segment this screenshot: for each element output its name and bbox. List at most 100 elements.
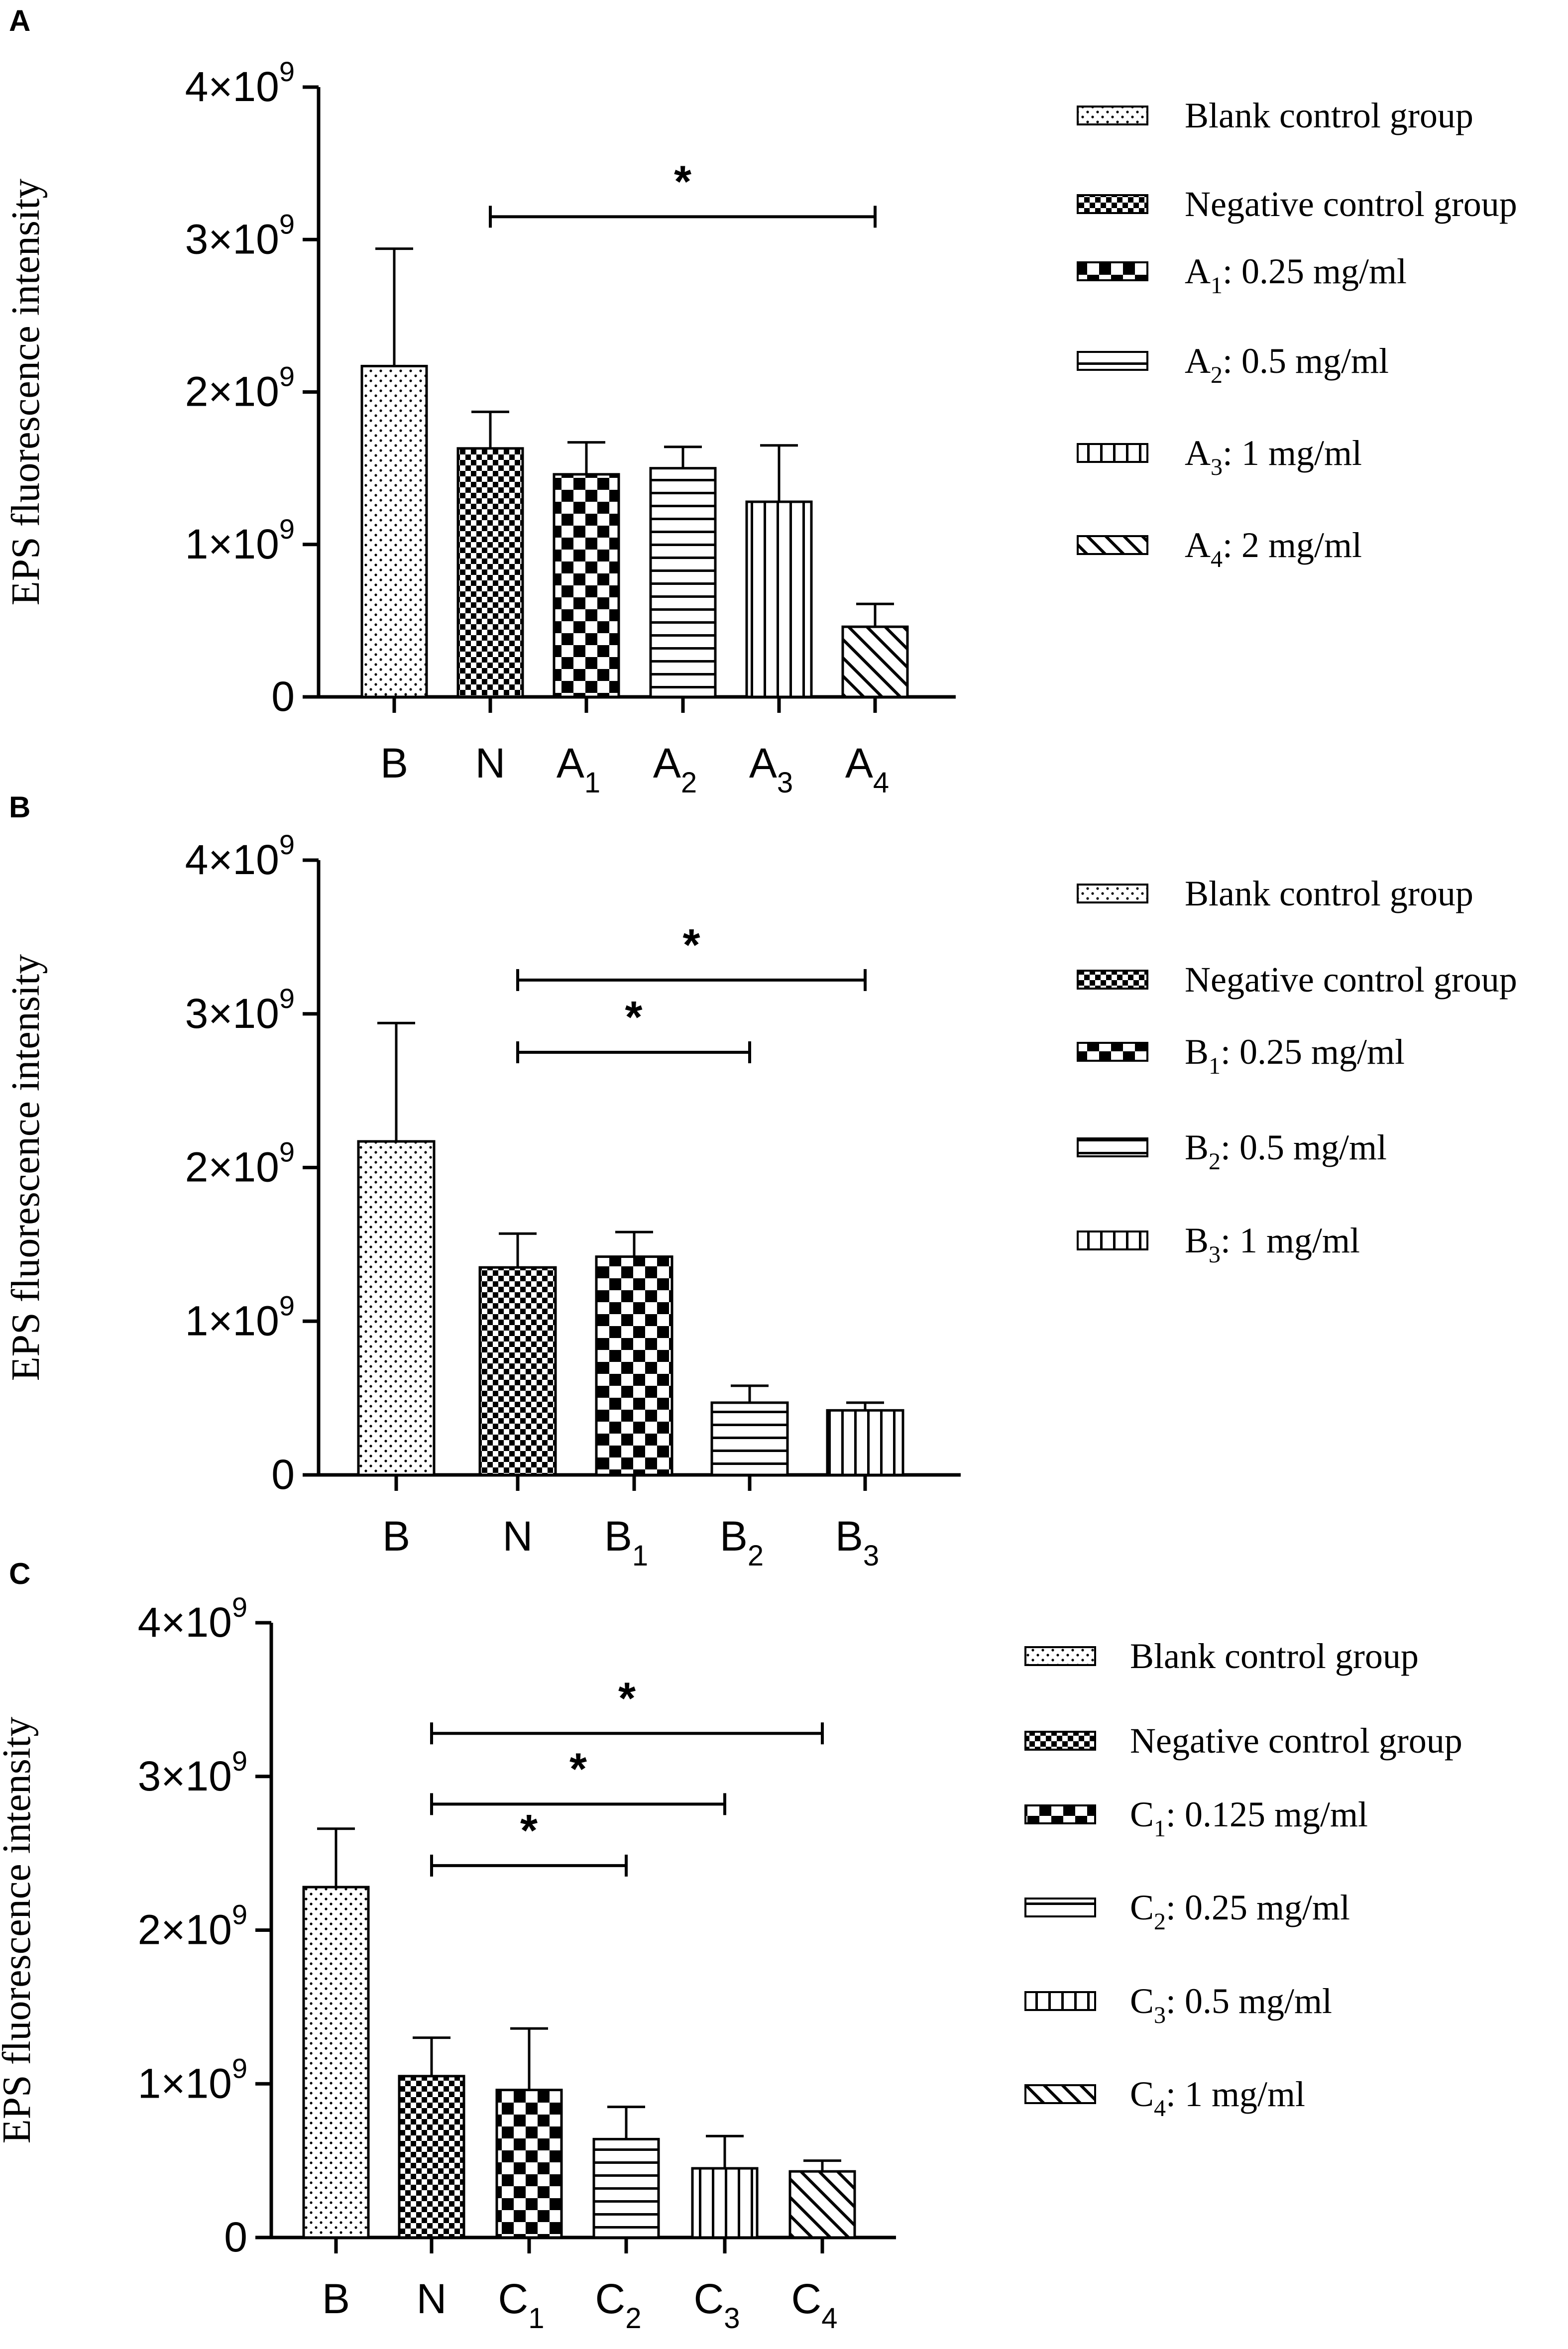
- y-axis-label: EPS fluorescence intensity: [4, 954, 48, 1381]
- x-tick-subscript: 2: [625, 2302, 641, 2335]
- significance-star: *: [569, 1744, 587, 1794]
- legend-label: Negative control group: [1130, 1721, 1462, 1761]
- significance-star: *: [618, 1674, 636, 1723]
- legend-main: C: [1130, 1794, 1154, 1834]
- bar: [649, 467, 717, 698]
- y-tick-label: 2×109: [138, 1899, 247, 1953]
- y-tick-base: 0: [271, 673, 295, 720]
- x-tick-main: B: [720, 1513, 748, 1560]
- x-tick-main: B: [382, 1513, 410, 1560]
- x-tick-label: C4: [791, 2275, 838, 2335]
- y-tick-label: 3×109: [138, 1745, 247, 1799]
- x-tick-main: A: [557, 740, 584, 786]
- legend-label: C1: 0.125 mg/ml: [1130, 1794, 1368, 1842]
- y-tick-label: 2×109: [185, 1136, 295, 1191]
- bar: [553, 473, 620, 698]
- y-tick-label: 0: [271, 1451, 295, 1498]
- legend-subscript: 2: [1211, 362, 1223, 388]
- significance-star: *: [625, 993, 642, 1042]
- x-tick-label: A4: [845, 740, 889, 799]
- legend-subscript: 2: [1209, 1148, 1221, 1175]
- x-tick-main: B: [835, 1513, 863, 1560]
- x-tick-subscript: 2: [681, 767, 697, 799]
- bar: [841, 625, 909, 698]
- legend-main: C: [1130, 2074, 1154, 2114]
- legend-swatch: [1024, 2084, 1096, 2104]
- legend-main: Negative control group: [1185, 184, 1517, 224]
- panel-letter: B: [9, 790, 30, 824]
- y-tick-exponent: 9: [232, 2052, 247, 2084]
- bar: [826, 1409, 904, 1476]
- y-tick-label: 4×109: [138, 1591, 247, 1646]
- legend-subscript: 4: [1154, 2095, 1166, 2122]
- y-tick-base: 2×10: [185, 1144, 279, 1191]
- legend-main: A: [1185, 251, 1211, 291]
- legend-main: Negative control group: [1185, 960, 1517, 1000]
- legend-rest: : 0.5 mg/ml: [1166, 1981, 1332, 2021]
- y-tick-label: 3×109: [185, 208, 295, 262]
- legend-label: B1: 0.25 mg/ml: [1185, 1032, 1405, 1079]
- y-tick-exponent: 9: [279, 208, 295, 239]
- x-tick-subscript: 1: [584, 767, 600, 799]
- x-tick-subscript: 1: [528, 2302, 544, 2335]
- y-tick-base: 1×10: [185, 1297, 279, 1344]
- legend-label: A2: 0.5 mg/ml: [1185, 341, 1389, 388]
- y-tick-base: 0: [224, 2214, 247, 2260]
- bar: [357, 1140, 436, 1476]
- legend-main: C: [1130, 1888, 1154, 1927]
- y-tick-base: 4×10: [185, 63, 279, 110]
- y-tick-label: 1×109: [138, 2052, 247, 2107]
- legend-main: Blank control group: [1185, 96, 1473, 135]
- y-tick-base: 4×10: [138, 1599, 232, 1646]
- y-tick-exponent: 9: [232, 1591, 247, 1623]
- legend-subscript: 1: [1209, 1053, 1221, 1079]
- legend-subscript: 3: [1209, 1241, 1221, 1268]
- legend-rest: : 0.25 mg/ml: [1223, 251, 1407, 291]
- bar: [478, 1266, 557, 1476]
- panel-letter: A: [9, 4, 30, 37]
- bar: [788, 2170, 856, 2239]
- x-tick-label: N: [417, 2275, 447, 2322]
- legend-subscript: 3: [1154, 2002, 1166, 2028]
- legend-swatch: [1077, 106, 1148, 125]
- x-tick-subscript: 2: [748, 1540, 764, 1572]
- x-tick-label: A2: [653, 740, 697, 799]
- legend-swatch: [1077, 970, 1148, 990]
- legend-rest: : 0.5 mg/ml: [1221, 1127, 1387, 1167]
- legend-label: Blank control group: [1185, 874, 1473, 913]
- legend-subscript: 2: [1154, 1908, 1166, 1935]
- legend-main: Blank control group: [1185, 874, 1473, 913]
- legend-rest: : 0.25 mg/ml: [1166, 1888, 1350, 1927]
- legend-swatch: [1024, 1731, 1096, 1751]
- x-tick-main: A: [845, 740, 873, 786]
- x-tick-label: N: [503, 1513, 533, 1560]
- x-tick-main: B: [322, 2275, 350, 2322]
- y-tick-base: 3×10: [138, 1753, 232, 1799]
- y-tick-exponent: 9: [279, 1290, 295, 1321]
- y-tick-exponent: 9: [232, 1899, 247, 1930]
- legend-swatch: [1077, 1230, 1148, 1250]
- x-tick-label: A3: [749, 740, 793, 799]
- bar: [360, 364, 428, 698]
- legend-label: C3: 0.5 mg/ml: [1130, 1981, 1332, 2028]
- y-tick-base: 4×10: [185, 836, 279, 883]
- legend-label: C2: 0.25 mg/ml: [1130, 1888, 1350, 1935]
- legend-main: Blank control group: [1130, 1636, 1419, 1676]
- legend-main: A: [1185, 433, 1211, 473]
- y-tick-exponent: 9: [279, 829, 295, 860]
- legend-label: A4: 2 mg/ml: [1185, 525, 1362, 572]
- x-tick-label: B: [322, 2275, 350, 2322]
- y-tick-exponent: 9: [232, 1745, 247, 1777]
- legend-label: Negative control group: [1185, 184, 1517, 224]
- bar: [592, 2137, 660, 2239]
- legend-label: B3: 1 mg/ml: [1185, 1221, 1360, 1268]
- y-tick-exponent: 9: [279, 513, 295, 545]
- x-tick-main: C: [791, 2275, 822, 2322]
- legend-main: B: [1185, 1032, 1209, 1072]
- y-tick-base: 0: [271, 1451, 295, 1498]
- x-tick-main: N: [475, 740, 506, 786]
- y-tick-label: 2×109: [185, 361, 295, 415]
